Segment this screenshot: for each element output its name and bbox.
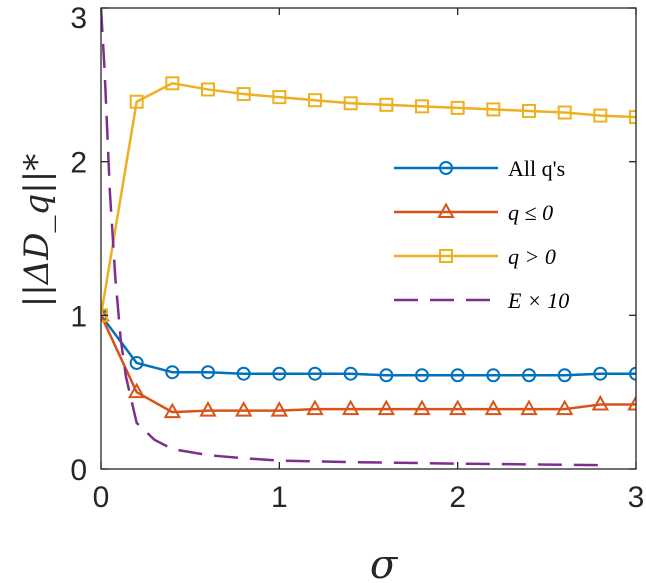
x-tick-label: 2 bbox=[449, 481, 466, 514]
y-tick-label: 0 bbox=[70, 454, 87, 487]
y-axis-label: ||ΔD_q||* bbox=[17, 154, 57, 307]
data-point bbox=[129, 355, 144, 370]
data-point bbox=[415, 99, 429, 114]
legend-label: q ≤ 0 bbox=[508, 200, 553, 225]
data-point bbox=[272, 90, 287, 105]
legend: All q's q ≤ 0 q > 0 E × 10 bbox=[394, 156, 569, 313]
data-point bbox=[522, 368, 536, 383]
legend-marker bbox=[439, 249, 453, 263]
data-point bbox=[236, 87, 251, 102]
data-point bbox=[520, 399, 538, 416]
series-e-10 bbox=[101, 8, 601, 467]
legend-item-q-0: q ≤ 0 bbox=[394, 200, 553, 225]
y-tick-label: 3 bbox=[70, 2, 87, 35]
data-point bbox=[127, 382, 146, 399]
data-point bbox=[236, 366, 251, 381]
data-point bbox=[201, 82, 215, 97]
legend-marker bbox=[439, 161, 453, 175]
axis-labels: σ ||ΔD_q||* bbox=[17, 154, 399, 583]
data-point bbox=[629, 110, 636, 125]
data-point bbox=[165, 365, 180, 380]
data-point bbox=[163, 402, 182, 419]
data-point bbox=[450, 100, 465, 115]
data-point bbox=[522, 103, 536, 118]
series-all-q-s bbox=[101, 308, 636, 383]
series-q-0 bbox=[101, 76, 636, 323]
legend-label: E × 10 bbox=[507, 288, 569, 313]
series-q-0 bbox=[101, 305, 636, 419]
legend-marker bbox=[437, 202, 455, 218]
legend-item-e-10: E × 10 bbox=[394, 288, 569, 313]
data-point bbox=[555, 399, 574, 416]
data-point bbox=[272, 366, 287, 381]
data-point bbox=[129, 94, 144, 109]
data-point bbox=[343, 96, 358, 111]
data-point bbox=[415, 368, 429, 383]
data-point bbox=[379, 97, 394, 112]
data-point bbox=[413, 399, 431, 416]
legend-item-q-0: q > 0 bbox=[394, 244, 556, 269]
data-point bbox=[591, 394, 610, 411]
x-tick-label: 3 bbox=[628, 481, 645, 514]
data-point bbox=[486, 368, 501, 383]
data-point bbox=[486, 102, 501, 117]
data-point bbox=[557, 368, 572, 383]
data-point bbox=[201, 365, 215, 380]
data-point bbox=[234, 401, 253, 417]
data-point bbox=[270, 401, 289, 417]
data-point bbox=[343, 366, 358, 381]
data-point bbox=[308, 366, 322, 381]
data-point bbox=[165, 76, 180, 91]
data-point bbox=[627, 394, 636, 411]
series-line bbox=[101, 314, 636, 377]
legend-label: All q's bbox=[508, 156, 565, 181]
x-tick-label: 1 bbox=[271, 481, 288, 514]
data-point bbox=[450, 368, 465, 383]
data-point bbox=[341, 399, 360, 416]
axes: 0 1 2 3 0 1 2 3 bbox=[70, 2, 644, 514]
legend-label: q > 0 bbox=[508, 244, 556, 269]
x-tick-label: 0 bbox=[93, 481, 110, 514]
data-point bbox=[593, 108, 608, 123]
data-point bbox=[629, 366, 636, 381]
plot-area bbox=[101, 8, 636, 467]
data-point bbox=[557, 105, 572, 120]
series-line bbox=[101, 8, 601, 467]
y-tick-label: 1 bbox=[70, 300, 87, 333]
data-point bbox=[593, 366, 608, 381]
y-tick-label: 2 bbox=[70, 147, 87, 180]
series-line bbox=[101, 82, 636, 316]
axes-frame bbox=[100, 7, 637, 470]
data-point bbox=[379, 368, 394, 383]
data-point bbox=[484, 399, 503, 416]
data-point bbox=[308, 93, 322, 108]
legend-item-all-q-s: All q's bbox=[394, 156, 565, 181]
data-point bbox=[306, 399, 324, 416]
data-point bbox=[101, 305, 110, 322]
data-point bbox=[448, 399, 467, 416]
data-point bbox=[377, 399, 396, 416]
data-point bbox=[199, 401, 217, 417]
series-line bbox=[101, 314, 636, 414]
x-axis-label: σ bbox=[370, 542, 399, 583]
